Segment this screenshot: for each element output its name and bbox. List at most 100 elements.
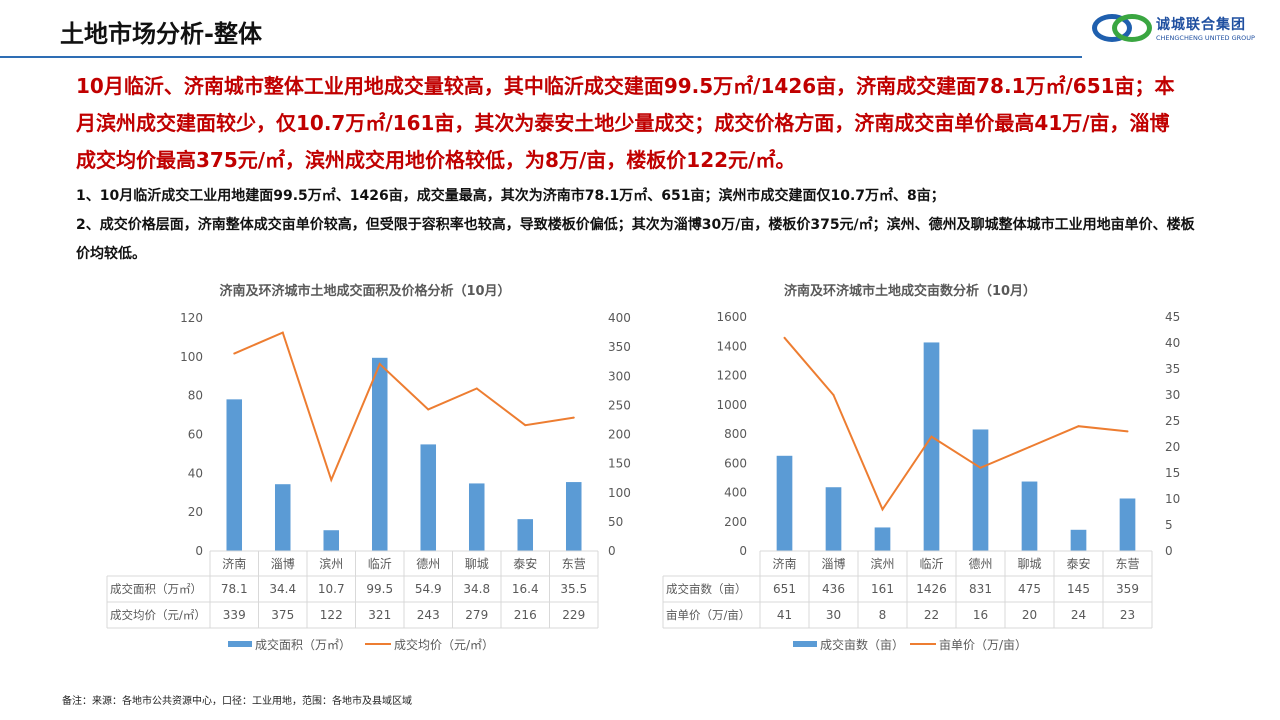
y-tick-label: 80 (188, 389, 203, 403)
legend-bar-swatch (228, 641, 252, 647)
y-tick-label: 120 (180, 311, 203, 325)
table-row-label: 成交面积（万㎡） (110, 582, 202, 596)
data-label: 99.5 (366, 582, 393, 596)
logo-en-text: CHENGCHENG UNITED GROUP (1156, 34, 1255, 42)
data-label: 145 (1067, 582, 1090, 596)
y2-tick-label: 45 (1165, 310, 1180, 324)
data-label: 23 (1120, 608, 1135, 622)
category-label: 滨州 (319, 556, 343, 571)
data-label: 54.9 (415, 582, 442, 596)
category-label: 东营 (562, 557, 586, 571)
data-label: 436 (822, 582, 845, 596)
area-price-chart: 济南及环济城市土地成交面积及价格分析（10月） 0 20 40 60 80 100 120 0 5… (106, 283, 631, 652)
bar (323, 530, 340, 551)
data-label: 216 (514, 608, 537, 622)
bar (1070, 529, 1087, 551)
key-points: 1、10月临沂成交工业用地建面99.5万㎡、1426亩，成交量最高，其次为济南市… (76, 182, 1196, 269)
data-label: 35.5 (560, 582, 587, 596)
data-label: 161 (871, 582, 894, 596)
table-row-label: 成交亩数（亩） (666, 582, 747, 596)
header-divider (0, 56, 1082, 58)
y-tick-label: 100 (180, 350, 203, 364)
data-label: 229 (562, 608, 585, 622)
legend-label: 成交均价（元/㎡） (394, 637, 494, 652)
point-1: 1、10月临沂成交工业用地建面99.5万㎡、1426亩，成交量最高，其次为济南市… (76, 188, 945, 204)
y2-tick-label: 150 (608, 457, 631, 471)
bar (274, 484, 291, 551)
line-point (378, 363, 381, 366)
y-tick-label: 600 (724, 456, 747, 470)
data-label: 651 (773, 582, 796, 596)
y2-tick-label: 300 (608, 369, 631, 383)
data-label: 41 (777, 608, 792, 622)
y2-tick-label: 350 (608, 340, 631, 354)
category-label: 聊城 (465, 557, 489, 571)
chart-title: 济南及环济城市土地成交亩数分析（10月） (784, 283, 1036, 299)
line-point (475, 387, 478, 390)
data-label: 321 (368, 608, 391, 622)
company-logo: 诚城联合集团 CHENGCHENG UNITED GROUP (1092, 12, 1255, 48)
y2-tick-label: 200 (608, 428, 631, 442)
line-point (783, 336, 786, 339)
category-label: 淄博 (821, 556, 845, 571)
line-point (930, 435, 933, 438)
data-label: 78.1 (221, 582, 248, 596)
data-label: 16.4 (512, 582, 539, 596)
category-label: 济南 (222, 556, 246, 571)
y2-tick-label: 15 (1165, 466, 1180, 480)
category-label: 泰安 (1066, 556, 1090, 571)
y-tick-label: 0 (739, 544, 747, 558)
line-point (281, 331, 284, 334)
y-tick-label: 200 (724, 515, 747, 529)
y2-tick-label: 30 (1165, 388, 1180, 402)
line-point (832, 394, 835, 396)
data-label: 34.4 (269, 582, 296, 596)
line-point (881, 508, 884, 511)
acreage-chart: 济南及环济城市土地成交亩数分析（10月） 0 200 400 600 800 1000 120… (662, 283, 1180, 652)
bar (776, 455, 793, 551)
bar (468, 483, 485, 551)
y2-tick-label: 0 (608, 544, 616, 558)
bar (226, 399, 243, 551)
y-tick-label: 40 (188, 466, 203, 480)
bar (517, 519, 534, 551)
bar (825, 487, 842, 551)
y2-tick-label: 100 (608, 486, 631, 500)
data-label: 20 (1022, 608, 1037, 622)
y-tick-label: 800 (724, 427, 747, 441)
data-label: 339 (223, 608, 246, 622)
legend-label: 成交面积（万㎡） (255, 637, 351, 652)
y-tick-label: 1200 (716, 369, 747, 383)
data-label: 22 (924, 608, 939, 622)
data-label: 8 (879, 608, 887, 622)
bar (923, 342, 940, 551)
price-line (233, 331, 574, 483)
line-point (524, 424, 527, 427)
y-tick-label: 1000 (716, 398, 747, 412)
y-tick-label: 0 (195, 544, 203, 558)
data-label: 10.7 (318, 582, 345, 596)
point-2: 2、成交价格层面，济南整体成交亩单价较高，但受限于容积率也较高，导致楼板价偏低；… (76, 217, 1195, 262)
price-line (783, 337, 1128, 512)
bar (565, 482, 582, 551)
page-title: 土地市场分析-整体 (60, 20, 262, 48)
line-point (572, 416, 575, 419)
data-label: 475 (1018, 582, 1041, 596)
data-label: 831 (969, 582, 992, 596)
data-label: 122 (320, 608, 343, 622)
category-label: 东营 (1115, 557, 1139, 571)
logo-cn-text: 诚城联合集团 (1156, 17, 1246, 33)
summary-highlight: 10月临沂、济南城市整体工业用地成交量较高，其中临沂成交建面99.5万㎡/142… (76, 74, 1175, 172)
line-point (1028, 446, 1031, 448)
bar (420, 444, 437, 551)
y-tick-label: 20 (188, 505, 203, 519)
category-label: 德州 (416, 556, 440, 571)
table-row-label: 成交均价（元/㎡） (110, 608, 206, 622)
table-row-label: 亩单价（万/亩） (666, 608, 750, 622)
y-tick-label: 400 (724, 486, 747, 500)
chart-title: 济南及环济城市土地成交面积及价格分析（10月） (219, 283, 510, 299)
y-tick-label: 1600 (716, 310, 747, 324)
category-label: 淄博 (271, 556, 295, 571)
category-label: 聊城 (1017, 557, 1041, 571)
footnote: 备注：来源：各地市公共资源中心，口径：工业用地，范围：各地市及县域区域 (62, 696, 412, 707)
